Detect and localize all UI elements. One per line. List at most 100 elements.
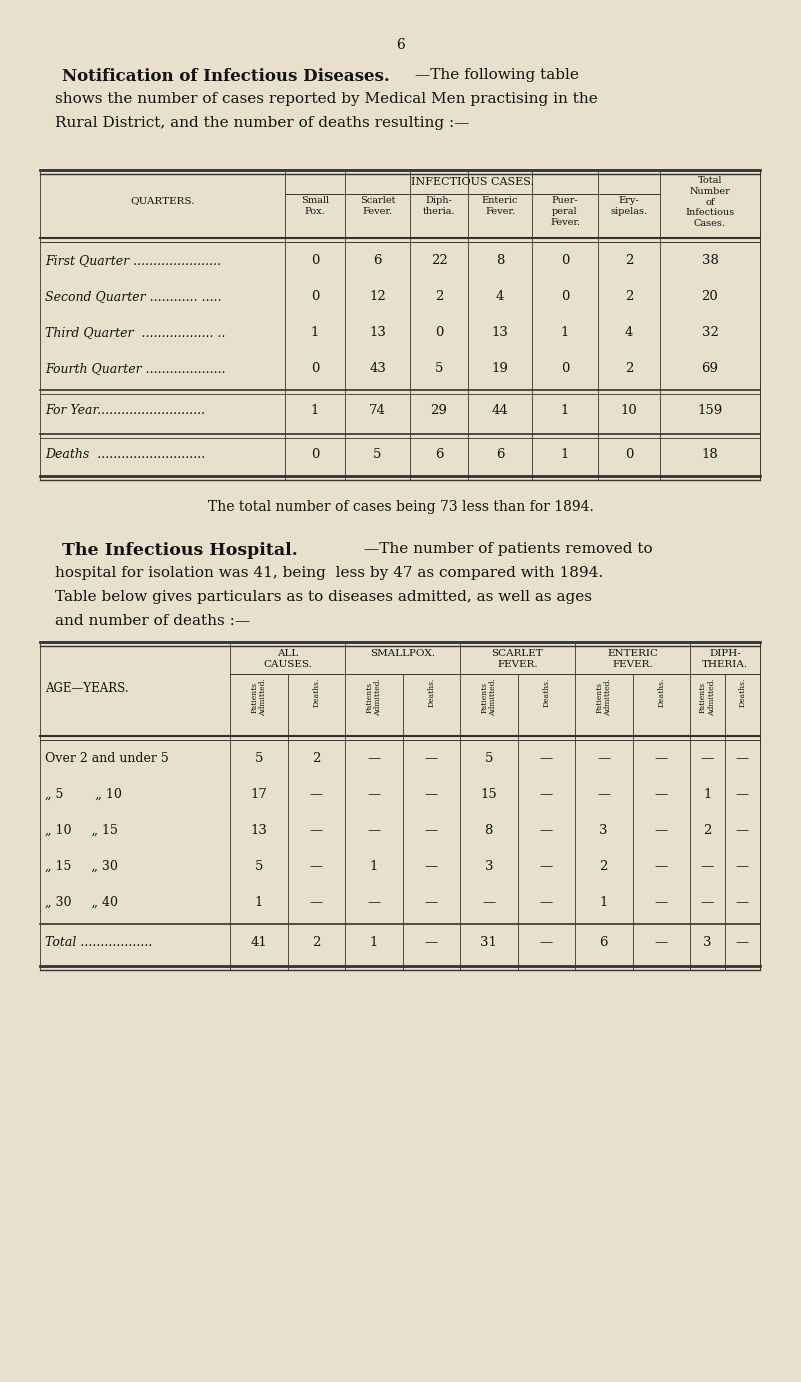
Text: SCARLET
FEVER.: SCARLET FEVER. xyxy=(492,650,543,669)
Text: 43: 43 xyxy=(369,362,386,375)
Text: „ 10     „ 15: „ 10 „ 15 xyxy=(45,824,118,837)
Text: 1: 1 xyxy=(255,896,263,909)
Text: Deaths.: Deaths. xyxy=(739,679,747,708)
Text: 2: 2 xyxy=(435,290,443,303)
Text: —: — xyxy=(425,936,438,949)
Text: Patients
Admitted.: Patients Admitted. xyxy=(480,679,497,716)
Text: —: — xyxy=(367,824,380,837)
Text: 12: 12 xyxy=(369,290,386,303)
Text: 2: 2 xyxy=(600,860,608,873)
Text: 2: 2 xyxy=(312,752,320,766)
Text: —: — xyxy=(540,788,553,802)
Text: 1: 1 xyxy=(561,448,570,462)
Text: 1: 1 xyxy=(561,326,570,339)
Text: AGE—YEARS.: AGE—YEARS. xyxy=(45,681,129,695)
Text: Third Quarter  .................. ..: Third Quarter .................. .. xyxy=(45,326,226,339)
Text: —: — xyxy=(654,752,668,766)
Text: Fourth Quarter ....................: Fourth Quarter .................... xyxy=(45,362,226,375)
Text: 2: 2 xyxy=(625,254,633,267)
Text: 5: 5 xyxy=(255,860,263,873)
Text: Patients
Admitted.: Patients Admitted. xyxy=(595,679,612,716)
Text: 4: 4 xyxy=(625,326,633,339)
Text: —: — xyxy=(310,788,323,802)
Text: 0: 0 xyxy=(311,290,319,303)
Text: 1: 1 xyxy=(561,404,570,417)
Text: —: — xyxy=(736,824,749,837)
Text: —: — xyxy=(736,936,749,949)
Text: —: — xyxy=(540,936,553,949)
Text: Rural District, and the number of deaths resulting :—: Rural District, and the number of deaths… xyxy=(55,116,469,130)
Text: 41: 41 xyxy=(251,936,267,949)
Text: 0: 0 xyxy=(561,290,570,303)
Text: 2: 2 xyxy=(625,362,633,375)
Text: —: — xyxy=(540,752,553,766)
Text: For Year...........................: For Year........................... xyxy=(45,404,205,417)
Text: Second Quarter ............ .....: Second Quarter ............ ..... xyxy=(45,290,222,303)
Text: Patients
Admitted.: Patients Admitted. xyxy=(250,679,268,716)
Text: 6: 6 xyxy=(373,254,382,267)
Text: —: — xyxy=(701,860,714,873)
Text: —: — xyxy=(367,788,380,802)
Text: 15: 15 xyxy=(481,788,497,802)
Text: ALL
CAUSES.: ALL CAUSES. xyxy=(263,650,312,669)
Text: QUARTERS.: QUARTERS. xyxy=(131,196,195,205)
Text: Enteric
Fever.: Enteric Fever. xyxy=(482,196,518,216)
Text: SMALLPOX.: SMALLPOX. xyxy=(370,650,435,658)
Text: —: — xyxy=(654,936,668,949)
Text: 0: 0 xyxy=(625,448,633,462)
Text: —: — xyxy=(654,860,668,873)
Text: —: — xyxy=(540,860,553,873)
Text: 3: 3 xyxy=(485,860,493,873)
Text: Patients
Admitted.: Patients Admitted. xyxy=(365,679,382,716)
Text: ENTERIC
FEVER.: ENTERIC FEVER. xyxy=(607,650,658,669)
Text: Small
Pox.: Small Pox. xyxy=(301,196,329,216)
Text: Deaths.: Deaths. xyxy=(312,679,320,708)
Text: —: — xyxy=(654,788,668,802)
Text: —: — xyxy=(736,860,749,873)
Text: —: — xyxy=(654,896,668,909)
Text: 2: 2 xyxy=(625,290,633,303)
Text: —The following table: —The following table xyxy=(415,68,579,82)
Text: —: — xyxy=(701,896,714,909)
Text: First Quarter ......................: First Quarter ...................... xyxy=(45,254,221,267)
Text: —: — xyxy=(540,824,553,837)
Text: Diph-
theria.: Diph- theria. xyxy=(423,196,455,216)
Text: —: — xyxy=(425,896,438,909)
Text: 6: 6 xyxy=(599,936,608,949)
Text: 32: 32 xyxy=(702,326,718,339)
Text: 0: 0 xyxy=(435,326,443,339)
Text: —: — xyxy=(597,752,610,766)
Text: 0: 0 xyxy=(311,254,319,267)
Text: 5: 5 xyxy=(435,362,443,375)
Text: Over 2 and under 5: Over 2 and under 5 xyxy=(45,752,169,766)
Text: 1: 1 xyxy=(703,788,711,802)
Text: 5: 5 xyxy=(255,752,263,766)
Text: „ 30     „ 40: „ 30 „ 40 xyxy=(45,896,118,909)
Text: DIPH-
THERIA.: DIPH- THERIA. xyxy=(702,650,748,669)
Text: 5: 5 xyxy=(373,448,382,462)
Text: —: — xyxy=(482,896,495,909)
Text: 6: 6 xyxy=(496,448,505,462)
Text: —: — xyxy=(310,824,323,837)
Text: —The number of patients removed to: —The number of patients removed to xyxy=(364,542,653,556)
Text: 20: 20 xyxy=(702,290,718,303)
Text: Deaths.: Deaths. xyxy=(542,679,550,708)
Text: 13: 13 xyxy=(250,824,268,837)
Text: 6: 6 xyxy=(396,37,405,53)
Text: 0: 0 xyxy=(561,362,570,375)
Text: INFECTIOUS CASES.: INFECTIOUS CASES. xyxy=(411,177,534,187)
Text: —: — xyxy=(597,788,610,802)
Text: 2: 2 xyxy=(312,936,320,949)
Text: 22: 22 xyxy=(431,254,448,267)
Text: —: — xyxy=(701,752,714,766)
Text: —: — xyxy=(540,896,553,909)
Text: 8: 8 xyxy=(485,824,493,837)
Text: Deaths.: Deaths. xyxy=(427,679,435,708)
Text: Total
Number
of
Infectious
Cases.: Total Number of Infectious Cases. xyxy=(686,176,735,228)
Text: „ 5        „ 10: „ 5 „ 10 xyxy=(45,788,122,802)
Text: 38: 38 xyxy=(702,254,718,267)
Text: —: — xyxy=(425,860,438,873)
Text: 10: 10 xyxy=(621,404,638,417)
Text: Table below gives particulars as to diseases admitted, as well as ages: Table below gives particulars as to dise… xyxy=(55,590,592,604)
Text: —: — xyxy=(736,896,749,909)
